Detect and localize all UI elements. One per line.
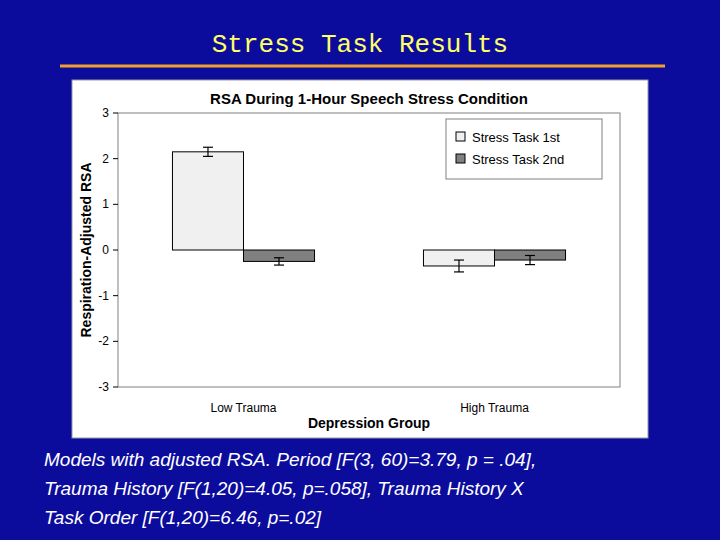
legend: Stress Task 1st Stress Task 2nd: [446, 119, 602, 179]
x-axis-label: Depression Group: [308, 415, 430, 431]
bars: [172, 147, 565, 272]
y-tick: [113, 250, 118, 251]
y-tick: [113, 295, 118, 296]
error-bar: [203, 147, 213, 156]
bar: [172, 152, 243, 250]
title-rule: [60, 65, 665, 68]
chart-title: RSA During 1-Hour Speech Stress Conditio…: [210, 90, 528, 107]
chart-panel: [72, 80, 648, 438]
plot-frame: [118, 113, 620, 387]
y-tick: [113, 113, 118, 114]
error-bar: [454, 260, 464, 272]
y-tick-label: -2: [98, 334, 109, 348]
y-tick: [113, 387, 118, 388]
caption-line: Task Order [F(1,20)=6.46, p=.02]: [44, 507, 322, 528]
x-tick-label: High Trauma: [460, 401, 529, 415]
legend-label: Stress Task 1st: [472, 130, 560, 145]
legend-swatch: [456, 154, 465, 163]
legend-swatch: [456, 132, 465, 141]
y-tick: [113, 204, 118, 205]
legend-label: Stress Task 2nd: [472, 152, 564, 167]
y-tick-label: 2: [102, 152, 109, 166]
y-axis-label: Respiration-Adjusted RSA: [78, 162, 94, 337]
slide: Stress Task Results RSA During 1-Hour Spe…: [0, 0, 720, 540]
y-tick-label: -3: [98, 380, 109, 394]
error-bar: [525, 255, 535, 264]
caption-line: Trauma History [F(1,20)=4.05, p=.058], T…: [44, 478, 525, 499]
legend-box: [446, 119, 602, 179]
y-tick-label: -1: [98, 289, 109, 303]
error-bar: [274, 258, 284, 265]
y-tick-label: 0: [102, 243, 109, 257]
y-tick-label: 3: [102, 106, 109, 120]
caption-line: Models with adjusted RSA. Period [F(3, 6…: [44, 449, 536, 470]
x-tick-label: Low Trauma: [210, 401, 276, 415]
slide-background: [0, 0, 720, 540]
y-tick: [113, 158, 118, 159]
slide-title: Stress Task Results: [212, 30, 508, 60]
y-tick: [113, 341, 118, 342]
y-tick-label: 1: [102, 197, 109, 211]
